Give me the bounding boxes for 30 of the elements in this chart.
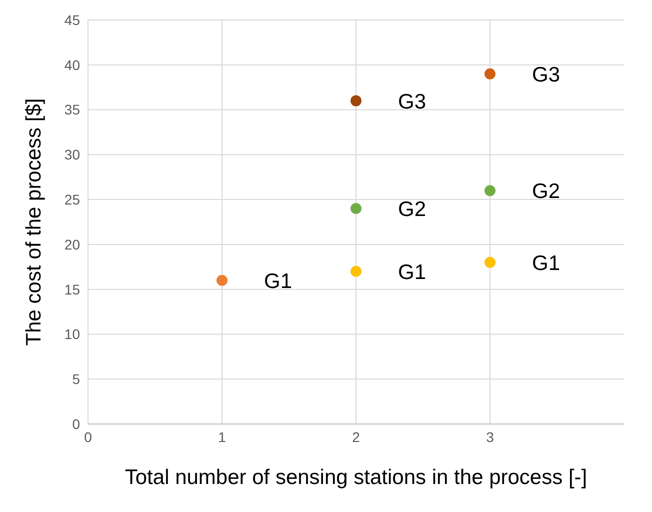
x-tick-label: 3: [486, 428, 494, 445]
point: [484, 185, 496, 196]
y-tick-label: 5: [72, 371, 80, 388]
y-tick-label: 40: [64, 56, 80, 73]
x-tick-label: 2: [352, 428, 360, 445]
annotation: G2: [532, 180, 560, 204]
y-tick-label: 20: [64, 236, 80, 252]
point: [216, 274, 228, 286]
annotation: G3: [532, 63, 560, 86]
annotation: G3: [398, 90, 426, 114]
point: [484, 68, 496, 80]
annotation: G1: [264, 270, 292, 293]
y-tick-label: 15: [64, 281, 80, 298]
annotation: G1: [398, 260, 426, 284]
annotation: G2: [398, 198, 426, 221]
y-axis-title: The cost of the process [$]: [22, 98, 46, 346]
y-tick-label: 0: [72, 416, 80, 432]
y-tick-label: 30: [64, 146, 80, 163]
point: [350, 203, 362, 214]
y-tick-label: 35: [64, 102, 80, 118]
y-tick-label: 10: [64, 326, 80, 342]
x-tick-label: 1: [218, 428, 226, 445]
y-tick-label: 45: [64, 12, 80, 28]
annotation: G1: [532, 252, 560, 275]
y-tick-label: 25: [64, 192, 80, 208]
x-tick-label: 0: [84, 428, 92, 445]
point: [350, 95, 362, 106]
point: [484, 256, 496, 268]
point: [350, 266, 362, 277]
x-axis-title: Total number of sensing stations in the process [-]: [124, 466, 588, 489]
